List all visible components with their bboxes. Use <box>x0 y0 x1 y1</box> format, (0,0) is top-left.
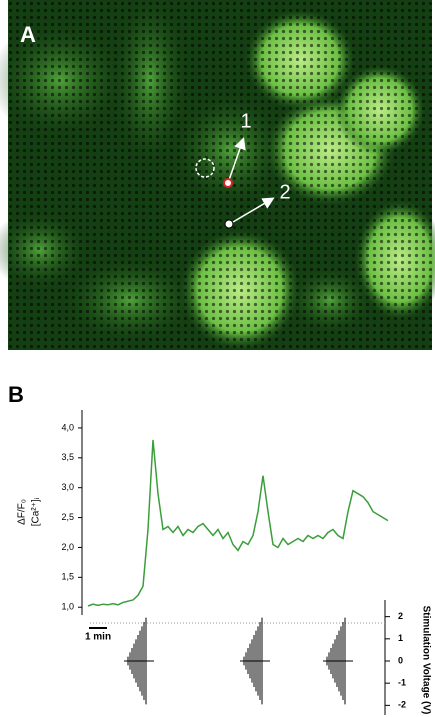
y-tick-label: 4,0 <box>61 422 74 432</box>
marker-label: 1 <box>240 110 251 132</box>
y2-tick-label: -1 <box>398 678 406 688</box>
trace <box>87 439 389 607</box>
y-tick-label: 1,5 <box>61 572 74 582</box>
micrograph: A 1 2 <box>0 0 435 350</box>
y-tick-label: 3,5 <box>61 452 74 462</box>
marker-label: 2 <box>279 181 290 203</box>
y-tick-label: 1,0 <box>61 602 74 612</box>
y2-tick-label: 0 <box>398 655 403 665</box>
scale-bar-label: 1 min <box>85 632 111 643</box>
y-tick-label: 2,0 <box>61 542 74 552</box>
y-tick-label: 3,0 <box>61 482 74 492</box>
y-tick-label: 2,5 <box>61 512 74 522</box>
y2-tick-label: -2 <box>398 700 406 710</box>
panel-label: A <box>20 22 36 47</box>
y-axis-label: ΔF/F₀ <box>17 499 28 525</box>
y2-tick-label: 2 <box>398 611 403 621</box>
panel-label: B <box>8 382 24 407</box>
y2-axis-label: Stimulation Voltage (V) <box>420 606 431 715</box>
y-axis-label: [Ca²⁺]ᵢ <box>31 497 42 526</box>
y2-tick-label: 1 <box>398 633 403 643</box>
